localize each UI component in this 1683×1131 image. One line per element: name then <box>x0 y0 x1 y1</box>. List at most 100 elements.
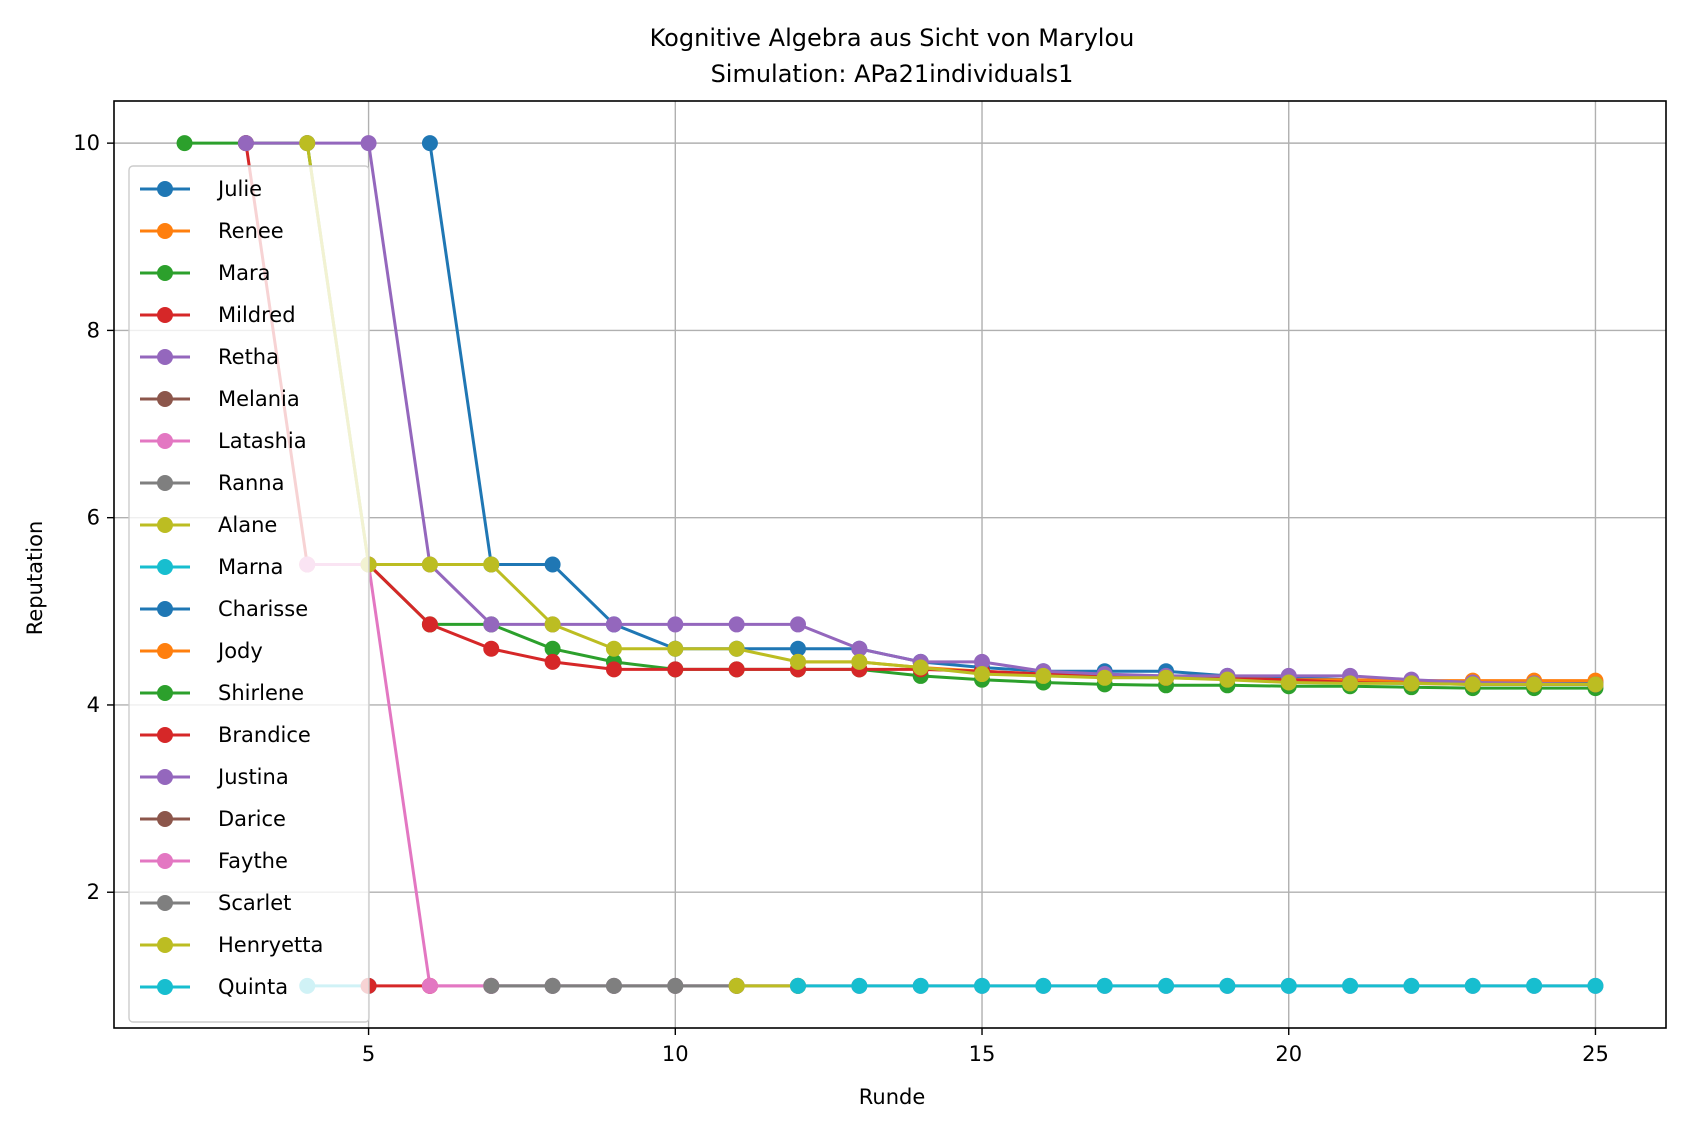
axes: 5 10 15 20 25 2 4 6 8 10 <box>73 100 1667 1066</box>
legend-label: Shirlene <box>218 681 304 705</box>
data-point <box>667 616 684 633</box>
data-point <box>667 661 684 678</box>
legend-marker <box>157 559 173 575</box>
legend-marker <box>157 727 173 743</box>
data-point <box>667 977 684 994</box>
legend-label: Scarlet <box>218 891 291 915</box>
data-point <box>544 653 561 670</box>
legend-label: Julie <box>216 177 262 201</box>
x-axis-label: Runde <box>859 1085 926 1109</box>
legend-marker <box>157 391 173 407</box>
data-point <box>1464 676 1481 693</box>
legend-marker <box>157 979 173 995</box>
data-point <box>667 640 684 657</box>
legend-marker <box>157 811 173 827</box>
legend-entry-mara: Mara <box>140 261 271 285</box>
data-point <box>421 135 438 152</box>
legend-label: Retha <box>218 345 279 369</box>
legend-marker <box>157 643 173 659</box>
data-point <box>237 135 254 152</box>
legend-marker <box>157 937 173 953</box>
data-point <box>605 640 622 657</box>
data-point <box>1587 676 1604 693</box>
data-point <box>728 977 745 994</box>
chart-subtitle: Simulation: APa21individuals1 <box>711 60 1074 88</box>
legend-marker <box>157 223 173 239</box>
legend-box <box>128 165 370 1023</box>
x-tick-label: 10 <box>662 1042 689 1066</box>
legend-marker <box>157 265 173 281</box>
legend-marker <box>157 895 173 911</box>
data-point <box>1219 671 1236 688</box>
legend-entry-justina: Justina <box>140 765 289 789</box>
legend-entry-scarlet: Scarlet <box>140 891 291 915</box>
data-point <box>728 616 745 633</box>
data-point <box>1035 977 1052 994</box>
data-point <box>1403 675 1420 692</box>
data-point <box>176 135 193 152</box>
data-point <box>360 135 377 152</box>
legend-label: Mara <box>218 261 271 285</box>
data-point <box>789 640 806 657</box>
legend-marker <box>157 349 173 365</box>
legend-entry-charisse: Charisse <box>140 597 308 621</box>
legend-marker <box>157 685 173 701</box>
legend-entry-mildred: Mildred <box>140 303 296 327</box>
y-tick-label: 10 <box>73 131 100 155</box>
data-point <box>728 640 745 657</box>
data-point <box>974 666 991 683</box>
data-point <box>544 977 561 994</box>
legend-entry-renee: Renee <box>140 219 284 243</box>
series-quinta <box>789 977 1604 994</box>
legend-entry-alane: Alane <box>140 513 277 537</box>
data-point <box>421 616 438 633</box>
data-point <box>299 135 316 152</box>
legend-entry-brandice: Brandice <box>140 723 311 747</box>
data-point <box>912 659 929 676</box>
legend-entry-darice: Darice <box>140 807 286 831</box>
data-point <box>912 977 929 994</box>
data-point <box>1464 977 1481 994</box>
legend-label: Alane <box>218 513 277 537</box>
legend-entry-julie: Julie <box>140 177 262 201</box>
legend-label: Henryetta <box>218 933 323 957</box>
legend-marker <box>157 433 173 449</box>
data-point <box>974 977 991 994</box>
data-point <box>605 616 622 633</box>
data-point <box>1096 669 1113 686</box>
data-point <box>1342 977 1359 994</box>
legend-label: Marna <box>218 555 283 579</box>
data-point <box>851 640 868 657</box>
data-point <box>544 556 561 573</box>
legend-entry-latashia: Latashia <box>140 429 307 453</box>
x-tick-label: 25 <box>1582 1042 1609 1066</box>
data-point <box>1403 977 1420 994</box>
data-point <box>483 977 500 994</box>
x-tick-label: 20 <box>1275 1042 1302 1066</box>
legend-entry-henryetta: Henryetta <box>140 933 323 957</box>
legend-label: Darice <box>218 807 286 831</box>
legend-label: Brandice <box>218 723 311 747</box>
series-line <box>305 142 1596 686</box>
data-point <box>1096 977 1113 994</box>
x-tick-label: 5 <box>362 1042 375 1066</box>
legend-entry-shirlene: Shirlene <box>140 681 304 705</box>
y-tick-label: 6 <box>87 506 100 530</box>
data-point <box>1158 669 1175 686</box>
data-point <box>789 653 806 670</box>
data-point <box>728 661 745 678</box>
legend: Julie Renee Mara Mildred Retha Melania Latashi… <box>128 165 370 1023</box>
chart-title: Kognitive Algebra aus Sicht von Marylou <box>650 24 1135 52</box>
legend-label: Mildred <box>218 303 296 327</box>
legend-label: Renee <box>218 219 284 243</box>
legend-marker <box>157 307 173 323</box>
legend-marker <box>157 853 173 869</box>
data-point <box>1280 977 1297 994</box>
data-point <box>483 640 500 657</box>
legend-label: Charisse <box>218 597 308 621</box>
y-tick-label: 8 <box>87 318 100 342</box>
y-axis-label: Reputation <box>23 521 47 636</box>
legend-label: Faythe <box>218 849 288 873</box>
legend-marker <box>157 517 173 533</box>
